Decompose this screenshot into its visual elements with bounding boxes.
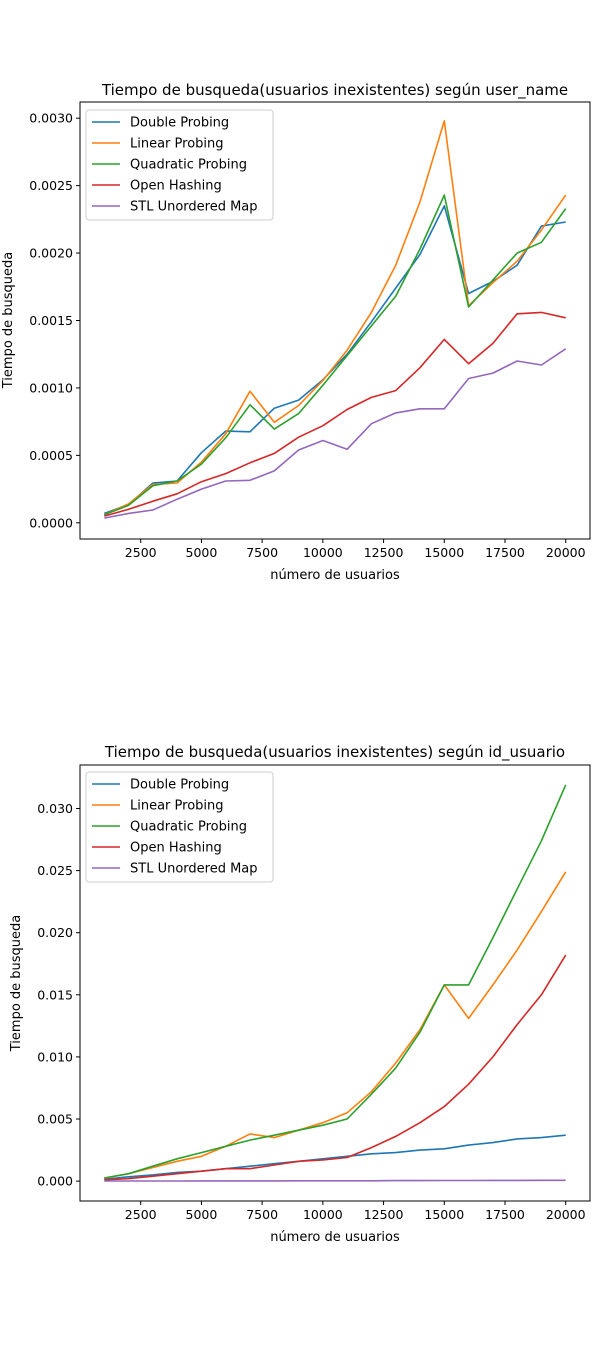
y-tick-label: 0.0020 [29,246,73,261]
series-line-3 [104,954,567,1181]
series-line-2 [104,784,567,1179]
y-tick-label: 0.0010 [29,380,73,395]
series-line-3 [104,311,566,517]
x-tick-label: 17500 [485,545,525,560]
series-line-0 [104,1134,566,1181]
series-lines [103,120,567,519]
x-axis-label: número de usuarios [270,568,400,583]
x-tick-label: 10000 [303,545,343,560]
x-tick-label: 12500 [364,1207,404,1222]
chart-title: Tiempo de busqueda(usuarios inexistentes… [101,81,568,100]
legend-label: Double Probing [130,116,229,131]
plot-area [79,764,591,1202]
y-tick-label: 0.000 [37,1174,73,1189]
legend-label: STL Unordered Map [130,862,258,877]
x-tick-label: 5000 [186,1207,218,1222]
x-tick-label: 5000 [186,545,218,560]
series-line-2 [104,194,567,516]
y-tick-label: 0.0000 [29,515,73,530]
series-line-4 [104,1179,566,1182]
x-tick-label: 2500 [125,545,157,560]
series-line-1 [103,120,567,516]
y-tick-label: 0.005 [37,1112,73,1127]
y-tick-label: 0.0015 [29,313,73,328]
y-tick-label: 0.010 [37,1049,73,1064]
x-tick-label: 17500 [485,1207,525,1222]
legend-frame [85,109,274,221]
x-tick-label: 7500 [246,1207,278,1222]
x-tick-label: 20000 [546,1207,586,1222]
chart-user-name: Tiempo de busqueda(usuarios inexistentes… [1,81,591,583]
y-axis-label: Tiempo de busqueda [1,252,16,390]
legend-frame [85,771,274,883]
series-line-1 [104,871,567,1179]
y-tick-label: 0.0030 [29,111,73,126]
x-tick-label: 20000 [546,545,586,560]
legend-label: Open Hashing [130,841,222,856]
y-tick-label: 0.020 [37,925,73,940]
y-tick-label: 0.030 [37,801,73,816]
legend-label: Quadratic Probing [130,820,247,835]
x-tick-label: 10000 [303,1207,343,1222]
y-tick-label: 0.0025 [29,178,73,193]
x-tick-label: 15000 [424,1207,464,1222]
legend-label: Double Probing [130,778,229,793]
y-axis-label: Tiempo de busqueda [9,915,24,1053]
series-lines [104,784,567,1182]
x-tick-label: 12500 [364,545,404,560]
chart-id-usuario: Tiempo de busqueda(usuarios inexistentes… [9,743,591,1245]
series-line-4 [104,348,567,519]
x-tick-label: 2500 [125,1207,157,1222]
legend-label: Open Hashing [130,179,222,194]
legend: Double Probing Linear Probing Quadratic Pr… [85,771,274,883]
y-tick-label: 0.025 [37,863,73,878]
legend-label: Linear Probing [130,137,224,152]
legend: Double Probing Linear Probing Quadratic Pr… [85,109,274,221]
legend-label: Quadratic Probing [130,158,247,173]
x-tick-label: 7500 [246,545,278,560]
chart-title: Tiempo de busqueda(usuarios inexistentes… [104,743,565,762]
legend-label: Linear Probing [130,799,224,814]
x-tick-label: 15000 [424,545,464,560]
legend-label: STL Unordered Map [130,200,258,215]
axis-ticks: 2500 5000 7500 10000 12500 15000 17500 20000 0.0… [37,801,585,1222]
x-axis-label: número de usuarios [270,1230,400,1245]
y-tick-label: 0.0005 [29,448,73,463]
axis-ticks: 2500 5000 7500 10000 12500 15000 17500 20000 0.0… [29,111,585,560]
y-tick-label: 0.015 [37,987,73,1002]
